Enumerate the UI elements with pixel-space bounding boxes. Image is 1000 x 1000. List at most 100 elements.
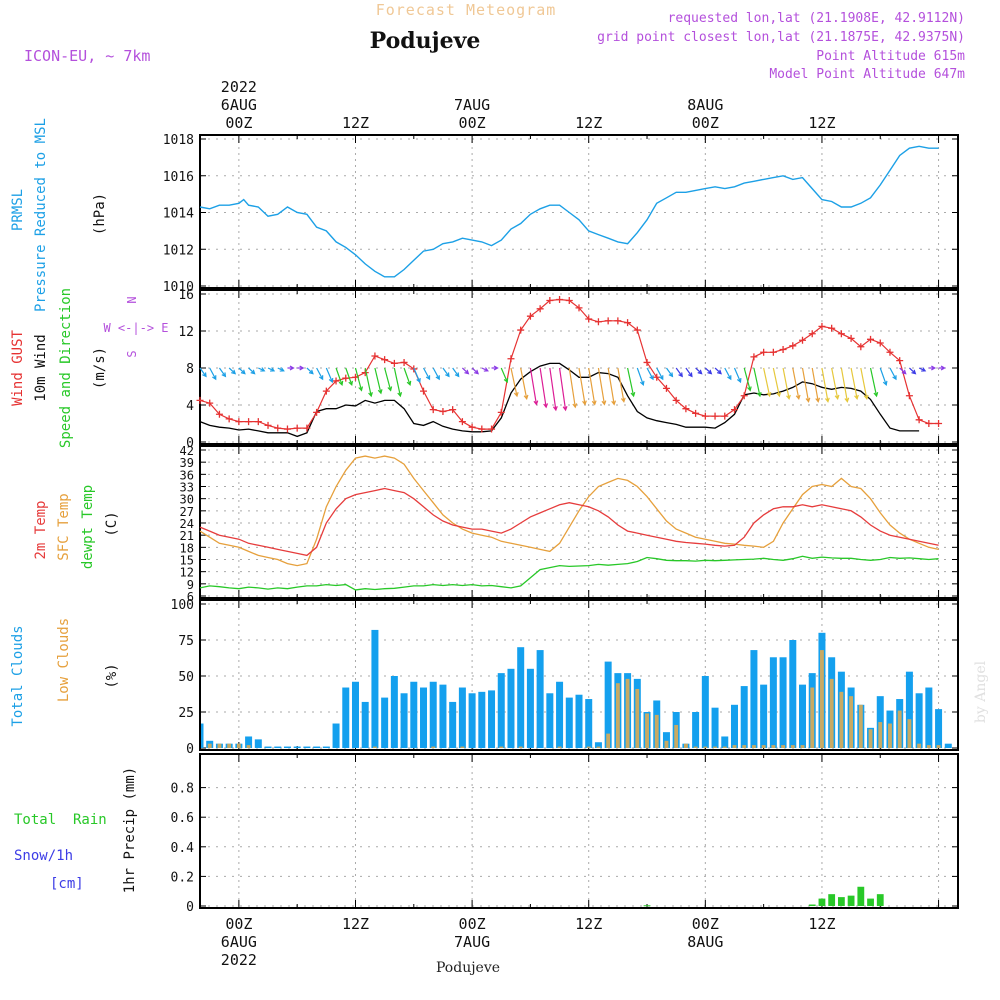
wind-gust-marker <box>303 424 311 432</box>
total-clouds-bar <box>721 736 729 748</box>
wind-direction-arrow <box>529 367 539 406</box>
clouds-ytick-label: 100 <box>171 598 194 613</box>
wind-gust-marker <box>886 348 894 356</box>
wind-gust-marker <box>662 384 670 392</box>
precip-ytick-label: 0.6 <box>171 811 194 826</box>
low-clouds-bar <box>781 745 786 748</box>
wind-gust-marker <box>847 334 855 342</box>
wind-unit: (m/s) <box>92 347 108 389</box>
model-altitude: Model Point Altitude 647m <box>769 67 965 82</box>
wind-ytick-label: 12 <box>178 325 194 340</box>
wind-direction-arrow <box>685 367 693 378</box>
model-label: ICON-EU, ~ 7km <box>24 47 150 65</box>
total-clouds-bar <box>420 687 428 748</box>
meteogram-title: Forecast Meteogram <box>376 1 557 19</box>
wind-gust-marker <box>905 392 913 400</box>
wind-direction-arrow <box>938 365 946 371</box>
precip-ytick-label: 0.2 <box>171 870 194 885</box>
clouds-frame <box>199 599 959 751</box>
total-clouds-bar <box>585 699 593 748</box>
low-clouds-bar <box>810 687 815 748</box>
wind-direction-arrow <box>325 367 334 384</box>
wind-direction-arrow <box>374 367 383 395</box>
wind-gust-marker <box>682 405 690 413</box>
total-clouds-bar <box>517 647 525 748</box>
wind-direction-arrow <box>860 367 869 401</box>
total-clouds-bar <box>935 709 943 748</box>
wind-gust-marker <box>507 355 515 363</box>
low-clouds-bar <box>557 746 562 748</box>
low-clouds-bar <box>936 745 941 748</box>
wind-gust-marker <box>721 412 729 420</box>
wind-10m-label: 10m Wind <box>33 334 49 401</box>
wind-gust-marker <box>740 392 748 400</box>
low-clouds-bar <box>615 683 620 748</box>
low-clouds-bar <box>888 723 892 748</box>
wind-gust-marker <box>536 305 544 313</box>
top-time-label: 2022 <box>221 78 257 96</box>
total-clouds-bar <box>730 704 738 748</box>
low-clouds-bar <box>917 743 922 748</box>
wind-direction-arrow <box>510 367 519 398</box>
wind-direction-arrow <box>627 367 636 398</box>
wind-gust-marker <box>867 335 875 343</box>
precip-frame <box>199 753 959 909</box>
wind-gust-marker <box>692 409 700 417</box>
low-clouds-bar <box>499 746 504 748</box>
low-clouds-bar <box>217 743 222 748</box>
total-clouds-bar <box>497 673 505 748</box>
low-clouds-bar <box>460 746 465 748</box>
total-clouds-bar <box>371 629 379 748</box>
low-clouds-bar <box>654 714 659 748</box>
pressure-panel: 1010 1012 1014 1016 1018 <box>163 133 959 295</box>
low-clouds-bar <box>732 745 737 748</box>
wind-direction-arrow <box>607 367 617 406</box>
wind-direction-arrow <box>831 367 840 401</box>
wind-gust-marker <box>293 424 301 432</box>
low-clouds-bar <box>207 743 212 748</box>
top-time-label: 7AUG <box>454 96 490 114</box>
precip-panel: 0 0.2 0.4 0.6 0.8 <box>171 753 959 915</box>
wind-direction-arrow <box>461 367 470 375</box>
low-clouds-bar <box>693 746 698 748</box>
wind-gust-marker <box>497 408 505 416</box>
low-clouds-bar <box>771 745 776 748</box>
wind-gust-label: Wind GUST <box>10 330 26 406</box>
grid-point-coords: grid point closest lon,lat (21.1875E, 42… <box>597 30 965 45</box>
bottom-time-label: 7AUG <box>454 933 490 951</box>
low-clouds-bar <box>518 746 523 748</box>
wind-gust-marker <box>565 296 573 304</box>
top-time-label: 00Z <box>459 114 486 132</box>
top-time-label: 00Z <box>225 114 252 132</box>
wind-direction-arrow <box>753 367 762 398</box>
total-clouds-bar <box>740 686 748 748</box>
clouds-ytick-label: 25 <box>178 706 194 721</box>
wind-direction-arrow <box>792 367 801 401</box>
compass-label: W <-|-> E <box>103 321 168 335</box>
total-clouds-bar <box>769 657 777 748</box>
wind-gust-marker <box>653 373 661 381</box>
wind-direction-arrow <box>850 367 859 401</box>
temp-unit: (C) <box>104 511 120 536</box>
low-clouds-bar <box>897 710 902 748</box>
total-clouds-bar <box>303 746 311 748</box>
wind-direction-arrow <box>267 367 276 372</box>
wind-gust-marker <box>935 420 943 427</box>
pressure-sublabel: Pressure Reduced to MSL <box>33 118 49 312</box>
total-clouds-bar <box>410 681 418 748</box>
low-clouds-bar <box>635 688 640 748</box>
low-clouds-bar <box>878 722 883 748</box>
total-clouds-bar <box>604 661 612 748</box>
wind-gust-marker <box>526 312 534 320</box>
wind-direction-arrow <box>899 367 907 375</box>
wind-direction-arrow <box>471 367 480 375</box>
wind-direction-arrow <box>345 367 353 386</box>
bottom-time-label: 12Z <box>575 915 602 933</box>
bottom-time-label: 2022 <box>221 951 257 969</box>
low-clouds-bar <box>227 743 232 748</box>
wind-gust-marker <box>439 407 447 415</box>
wind-direction-arrow <box>724 367 732 381</box>
wind-gust-marker <box>283 425 291 433</box>
rain-bar <box>818 898 826 906</box>
total-clouds-bar <box>201 723 204 748</box>
